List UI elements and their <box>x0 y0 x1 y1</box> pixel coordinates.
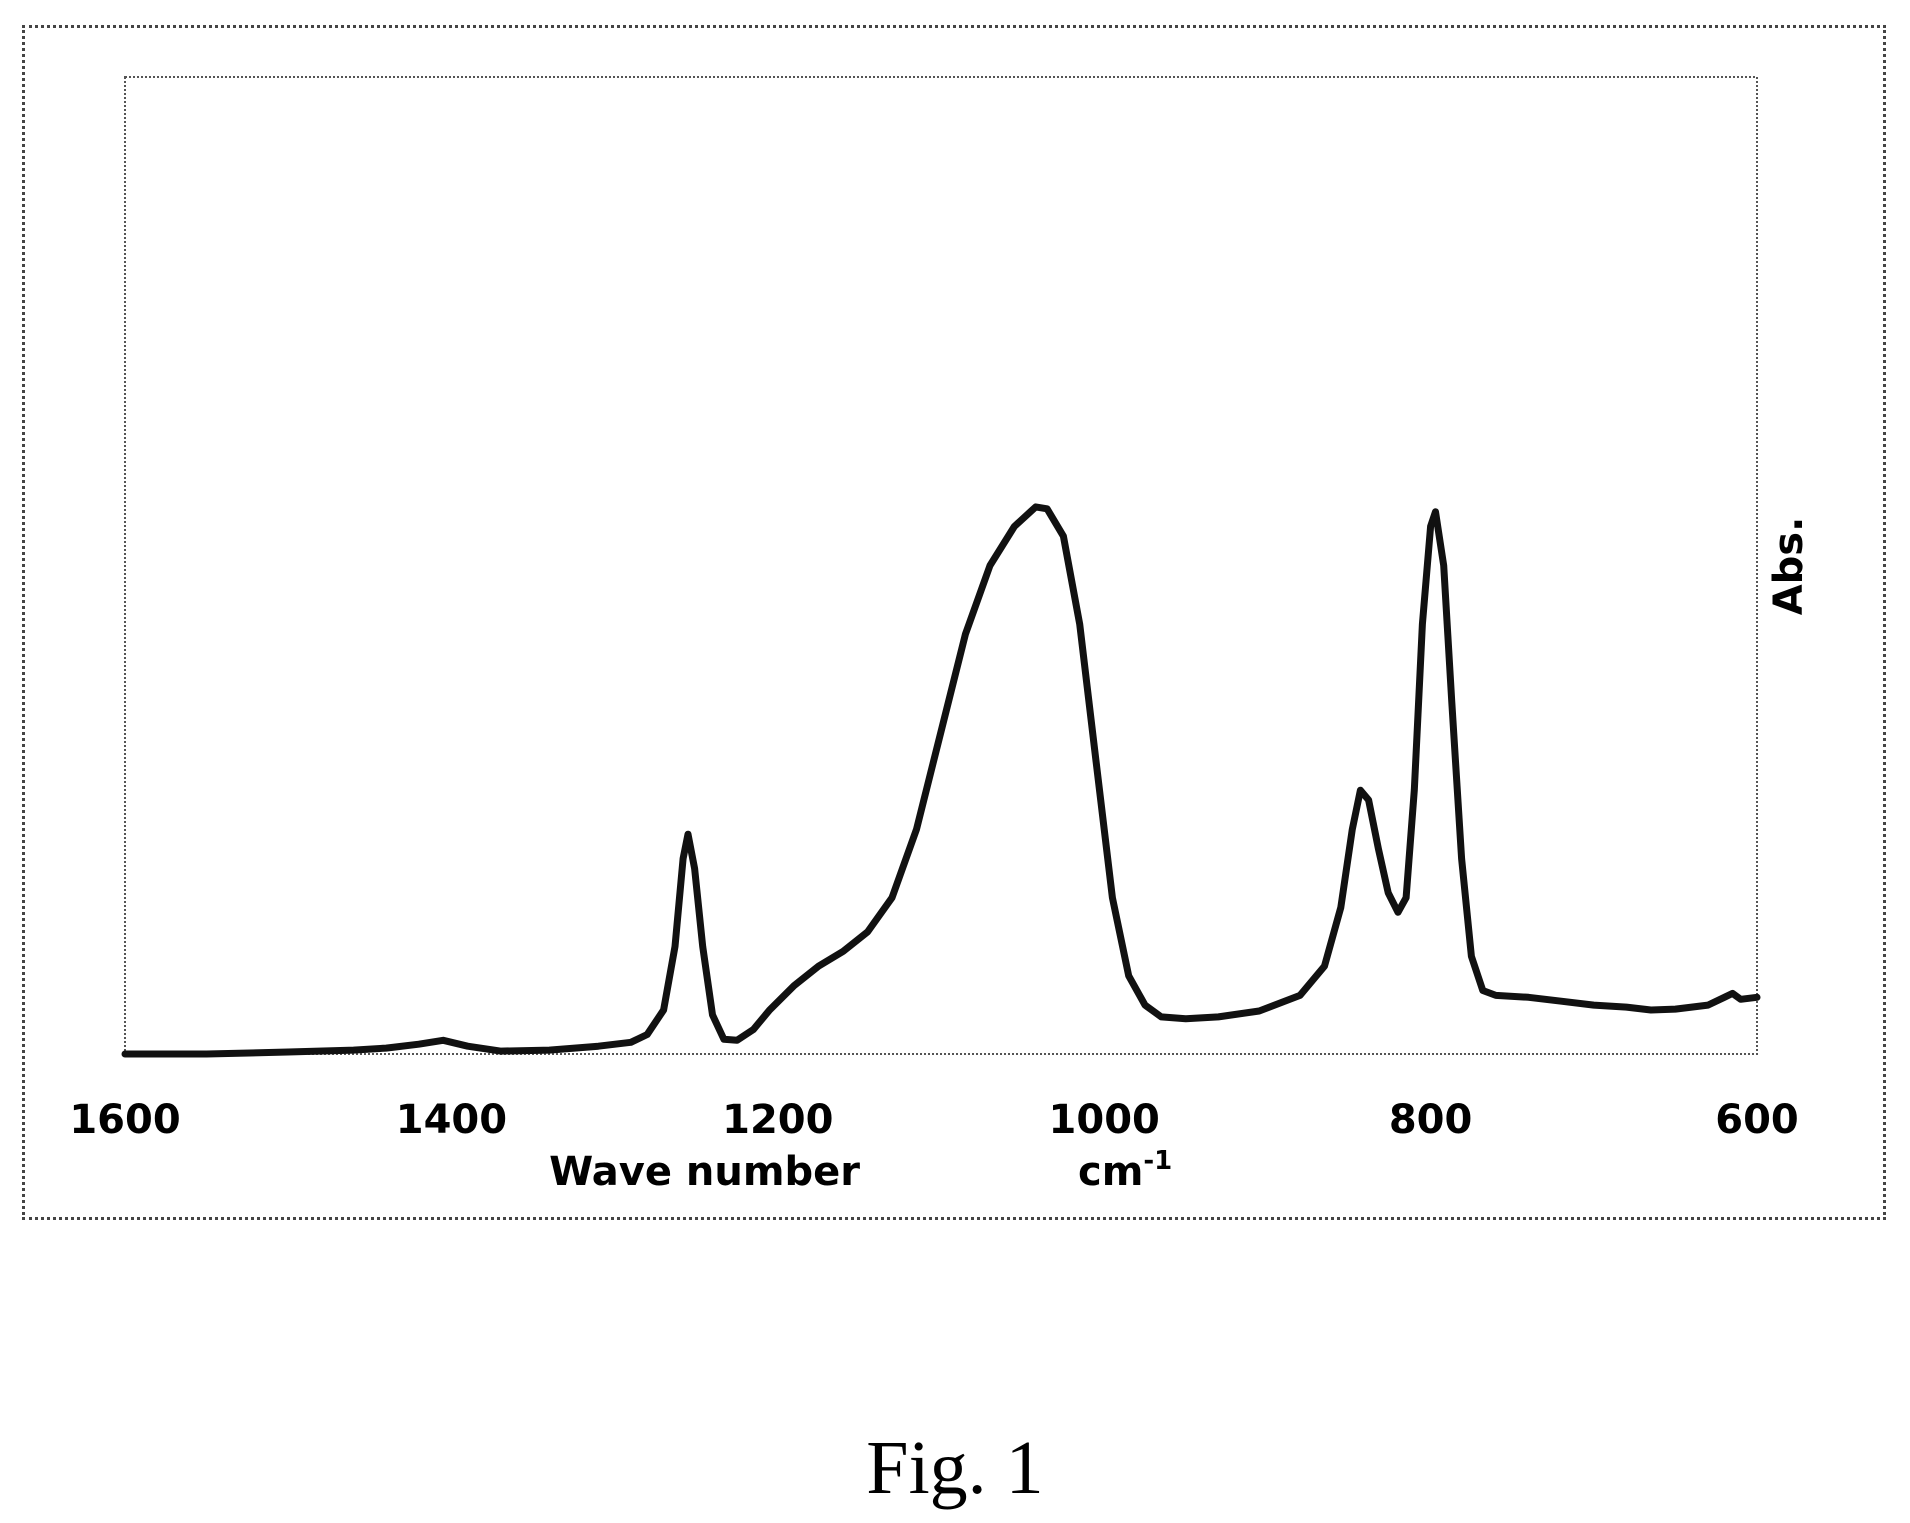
x-axis-unit-base: cm <box>1078 1149 1143 1195</box>
x-axis-unit: cm-1 <box>1078 1146 1172 1195</box>
series-line <box>121 503 1761 1058</box>
x-tick-label: 800 <box>1389 1097 1473 1143</box>
figure-caption: Fig. 1 <box>866 1426 1044 1510</box>
spectrum-chart: 1600 1400 1200 1000 800 600 Wave number cm-1 … <box>69 76 1812 1195</box>
y-axis-title: Abs. <box>1766 517 1812 616</box>
figure-frame <box>22 25 1886 1220</box>
x-tick-label: 600 <box>1715 1097 1799 1143</box>
x-axis-unit-exponent: -1 <box>1143 1146 1172 1176</box>
x-axis-title: Wave number <box>549 1149 860 1195</box>
plot-area <box>124 76 1758 1055</box>
x-tick-label: 1400 <box>396 1097 507 1143</box>
x-tick-label: 1600 <box>69 1097 180 1143</box>
x-tick-labels: 1600 1400 1200 1000 800 600 <box>69 1097 1798 1143</box>
x-tick-label: 1000 <box>1049 1097 1160 1143</box>
x-tick-label: 1200 <box>722 1097 833 1143</box>
